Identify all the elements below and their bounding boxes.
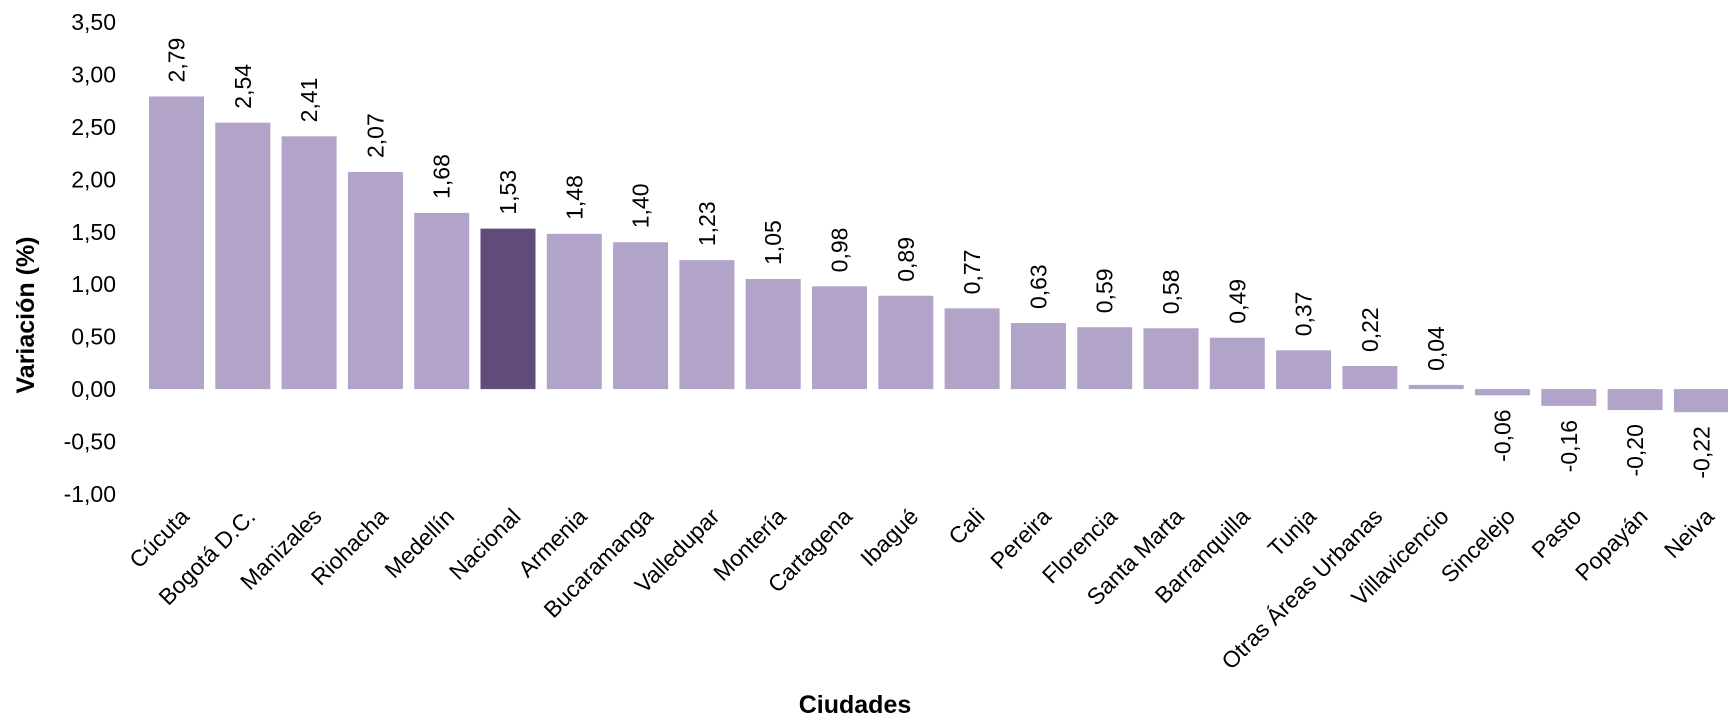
category-label: Pasto bbox=[1526, 503, 1586, 563]
data-label: 0,98 bbox=[827, 228, 853, 273]
data-label: 1,05 bbox=[760, 220, 786, 265]
bar bbox=[878, 295, 934, 390]
data-label: 0,22 bbox=[1357, 307, 1383, 352]
category-label: Cali bbox=[943, 503, 989, 549]
bar bbox=[1342, 366, 1398, 390]
bar bbox=[944, 308, 1000, 390]
category-label: Tunja bbox=[1263, 503, 1322, 562]
y-axis-ticks: 3,50 3,00 2,50 2,00 1,50 1,00 0,50 0,00 -0,50 -1,… bbox=[64, 9, 116, 507]
y-tick-label: -0,50 bbox=[64, 429, 116, 455]
y-tick-label: 3,00 bbox=[71, 61, 116, 87]
bar bbox=[149, 96, 204, 390]
data-label: -0,20 bbox=[1622, 424, 1648, 476]
category-label: Sincelejo bbox=[1436, 503, 1520, 587]
bars bbox=[149, 96, 1728, 413]
bar bbox=[215, 122, 271, 390]
category-label: Neiva bbox=[1659, 503, 1719, 563]
data-label: 1,53 bbox=[495, 170, 521, 215]
y-tick-label: -1,00 bbox=[64, 481, 116, 507]
y-tick-label: 1,50 bbox=[71, 219, 116, 245]
bar bbox=[1673, 389, 1728, 413]
data-label: 2,79 bbox=[164, 38, 190, 83]
bar bbox=[1475, 389, 1530, 396]
category-label: Nacional bbox=[444, 503, 526, 585]
category-label: Popayán bbox=[1570, 503, 1653, 586]
y-tick-label: 2,00 bbox=[71, 166, 116, 192]
data-label: -0,06 bbox=[1490, 409, 1516, 461]
bar bbox=[1077, 327, 1133, 390]
data-label: 0,77 bbox=[959, 250, 985, 295]
y-axis-title: Variación (%) bbox=[12, 237, 40, 394]
y-tick-label: 2,50 bbox=[71, 114, 116, 140]
bar bbox=[1607, 389, 1663, 411]
data-label: 0,89 bbox=[893, 237, 919, 282]
data-label: 2,07 bbox=[362, 113, 388, 158]
data-label: 0,49 bbox=[1224, 279, 1250, 324]
data-label: 1,48 bbox=[561, 175, 587, 220]
bar bbox=[1408, 384, 1464, 390]
data-label: 1,68 bbox=[429, 154, 455, 199]
data-labels: 2,79 2,54 2,41 2,07 1,68 1,53 1,48 1,40 1,23 1,05… bbox=[164, 38, 1715, 479]
data-label: 2,54 bbox=[230, 64, 256, 109]
bar bbox=[613, 242, 669, 390]
y-tick-label: 3,50 bbox=[71, 9, 116, 35]
data-label: 0,59 bbox=[1092, 268, 1118, 313]
data-label: 2,41 bbox=[296, 78, 322, 123]
data-label: 0,58 bbox=[1158, 270, 1184, 315]
data-label: 0,37 bbox=[1291, 292, 1317, 337]
bar bbox=[546, 233, 602, 390]
y-tick-label: 0,00 bbox=[71, 376, 116, 402]
bar bbox=[745, 278, 801, 390]
data-label: 0,63 bbox=[1025, 264, 1051, 309]
data-label: 1,40 bbox=[628, 184, 654, 229]
bar bbox=[1276, 350, 1332, 390]
data-label: 1,23 bbox=[694, 201, 720, 246]
bar bbox=[480, 228, 536, 390]
bar bbox=[414, 212, 470, 390]
bar bbox=[1541, 389, 1597, 406]
x-axis-title: Ciudades bbox=[799, 691, 912, 719]
y-tick-label: 1,00 bbox=[71, 271, 116, 297]
bar bbox=[1209, 337, 1265, 390]
bar bbox=[281, 136, 337, 390]
data-label: -0,16 bbox=[1556, 420, 1582, 472]
bar bbox=[1143, 328, 1199, 390]
data-label: -0,22 bbox=[1688, 426, 1714, 478]
y-tick-label: 0,50 bbox=[71, 324, 116, 350]
category-label: Ibagué bbox=[855, 503, 923, 571]
bar bbox=[347, 171, 403, 390]
data-label: 0,04 bbox=[1423, 326, 1449, 371]
bar bbox=[679, 260, 735, 390]
bar bbox=[812, 286, 867, 390]
bar bbox=[1010, 323, 1066, 390]
